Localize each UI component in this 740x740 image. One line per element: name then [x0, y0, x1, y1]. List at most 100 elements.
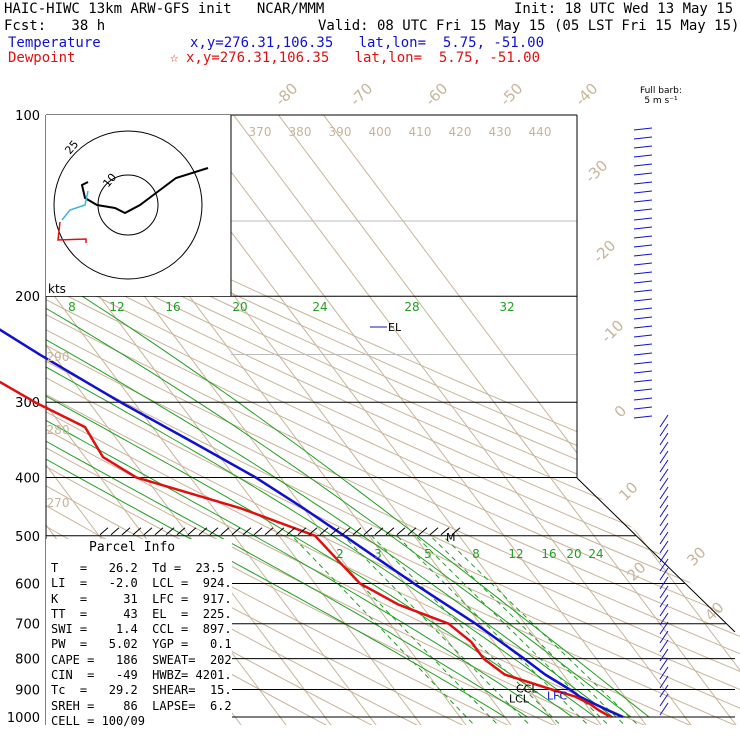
init-time: Init: 18 UTC Wed 13 May 15 — [514, 1, 734, 17]
isotherm-line — [302, 115, 740, 725]
isotherm-line — [46, 115, 380, 725]
freezing-hatch — [374, 527, 384, 536]
mixing-ratio-label: 24 — [588, 547, 603, 561]
mixing-ratio-label: 20 — [566, 547, 581, 561]
freezing-hatch — [132, 527, 142, 536]
wind-barb — [633, 325, 653, 329]
isotherm-label: -60 — [421, 79, 451, 109]
wind-barb — [633, 361, 653, 365]
wind-barb — [633, 226, 653, 230]
parcel-info-row: LI = -2.0 LCL = 924. — [51, 576, 232, 591]
wind-barb — [633, 199, 653, 203]
dry-adiabat-line — [46, 115, 740, 725]
freezing-hatch — [363, 527, 373, 536]
wind-barb — [659, 450, 669, 464]
isotherm-line — [212, 115, 695, 725]
pressure-label: 300 — [15, 396, 40, 411]
hodograph-trace — [80, 167, 209, 215]
freezing-hatch — [99, 527, 109, 536]
wind-barb — [659, 567, 669, 581]
wind-barb — [659, 639, 669, 653]
mixing-ratio-label: 16 — [541, 547, 556, 561]
wind-barb — [659, 486, 669, 500]
wind-barb — [659, 459, 669, 473]
temperature-legend: Temperature — [8, 35, 101, 51]
isotherm-label: 0 — [611, 402, 630, 421]
dry-adiabat-line — [46, 115, 740, 725]
wind-barb — [659, 531, 669, 545]
wind-barb — [659, 630, 669, 644]
wind-barb — [633, 271, 653, 275]
hodograph-trace-surface — [57, 221, 87, 243]
wind-barb — [633, 163, 653, 167]
pressure-label: 900 — [15, 683, 40, 698]
pressure-label: 700 — [15, 618, 40, 633]
freezing-hatch — [154, 527, 164, 536]
mixing-ratio-label: 8 — [472, 547, 480, 561]
freezing-hatch — [319, 527, 329, 536]
mixing-ratio-line — [342, 535, 535, 725]
freezing-hatch — [121, 527, 131, 536]
model-title: HAIC-HIWC 13km ARW-GFS init NCAR/MMM — [4, 1, 325, 17]
wind-barb — [659, 549, 669, 563]
theta-label: 440 — [529, 125, 552, 139]
melting-marker: M — [446, 531, 456, 544]
parcel-info-title: Parcel Info — [89, 540, 176, 555]
wind-barb — [633, 352, 653, 356]
freezing-hatch — [330, 527, 340, 536]
mixing-ratio-label: 3 — [374, 547, 382, 561]
mixing-ratio-label: 12 — [109, 300, 124, 314]
theta-label: 400 — [369, 125, 392, 139]
freezing-hatch — [429, 527, 439, 536]
theta-label: 290 — [47, 350, 70, 364]
hodograph-units: kts — [48, 282, 66, 296]
isotherm-label: -20 — [589, 236, 619, 266]
wind-barb — [633, 244, 653, 248]
parcel-info-row: SREH = 86 LAPSE= 6.2 — [51, 698, 232, 713]
pressure-label: 500 — [15, 530, 40, 545]
wind-barb — [659, 666, 669, 680]
isotherm-label: -70 — [346, 79, 376, 109]
pressure-label: 800 — [15, 653, 40, 668]
dewpoint-star-icon: ☆ — [170, 50, 179, 66]
wind-barb — [633, 370, 653, 374]
freezing-hatch — [308, 527, 318, 536]
wind-barb — [633, 154, 653, 158]
wind-barb — [659, 468, 669, 482]
wind-barb — [659, 540, 669, 554]
barb-legend-line1: Full barb: — [640, 86, 682, 96]
parcel-info-row: T = 26.2 Td = 23.5 — [51, 561, 225, 575]
dry-adiabat-line — [46, 115, 740, 725]
wind-barb — [659, 522, 669, 536]
wind-barb — [633, 280, 653, 284]
wind-barb — [633, 217, 653, 221]
temperature-location: x,y=276.31,106.35 lat,lon= 5.75, -51.00 — [190, 35, 545, 51]
dewpoint-location: x,y=276.31,106.35 lat,lon= 5.75, -51.00 — [186, 50, 541, 66]
wind-barb — [633, 172, 653, 176]
wind-barb — [659, 693, 669, 707]
wind-barb — [659, 585, 669, 599]
barb-legend: Full barb: 5 m s⁻¹ — [640, 86, 682, 106]
wind-barb — [659, 414, 669, 428]
wind-barb — [659, 432, 669, 446]
freezing-hatch — [176, 527, 186, 536]
freezing-hatch — [396, 527, 406, 536]
parcel-info-row: CIN = -49 HWBZ= 4201. — [51, 668, 232, 683]
wind-barb — [633, 379, 653, 383]
right-frame-diagonal — [576, 477, 736, 633]
wind-barb — [633, 307, 653, 311]
isotherm-label: -50 — [496, 79, 526, 109]
isotherm-line — [46, 115, 335, 725]
lfc-marker: LFC — [547, 689, 567, 702]
dry-adiabat-line — [46, 115, 609, 725]
isotherm-label: 30 — [683, 543, 709, 569]
lcl-marker: LCL — [509, 692, 530, 705]
freezing-hatch — [198, 527, 208, 536]
freezing-hatch — [407, 527, 417, 536]
wind-barb — [659, 495, 669, 509]
dry-adiabat-line — [46, 115, 740, 725]
wind-barb — [659, 558, 669, 572]
isotherm-label: -10 — [597, 316, 627, 346]
dewpoint-legend: Dewpoint — [8, 50, 76, 66]
